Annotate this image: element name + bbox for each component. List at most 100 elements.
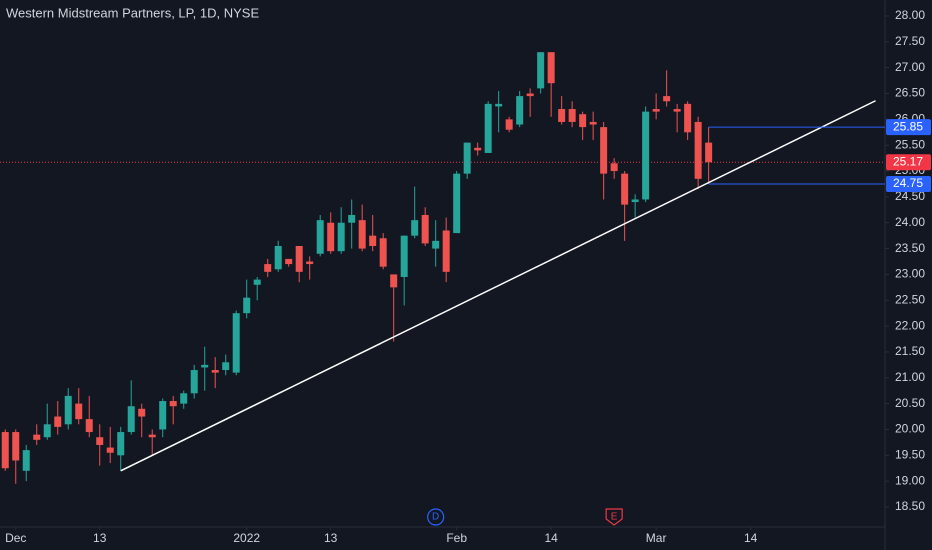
candle-body xyxy=(463,142,471,174)
candle-body xyxy=(159,401,167,430)
candle-body xyxy=(400,235,408,278)
candle-body xyxy=(411,220,419,236)
trendline xyxy=(120,100,876,472)
candle-body xyxy=(337,222,345,252)
candle-body xyxy=(316,220,324,254)
x-tick-label: Mar xyxy=(646,531,667,545)
candle-body xyxy=(358,220,366,249)
candle-body xyxy=(547,52,555,84)
candle-body xyxy=(306,261,314,265)
candle-body xyxy=(526,93,534,97)
candle-body xyxy=(631,199,639,203)
candle-body xyxy=(75,403,83,420)
y-tick-label: 21.50 xyxy=(895,344,925,358)
candle-body xyxy=(243,297,251,314)
candle-body xyxy=(169,401,177,407)
y-tick-label: 26.50 xyxy=(895,86,925,100)
event-label: E xyxy=(611,512,618,523)
y-tick-label: 28.00 xyxy=(895,8,925,22)
candle-body xyxy=(453,173,461,234)
candle-body xyxy=(579,114,587,128)
y-tick-label: 22.50 xyxy=(895,292,925,306)
candle-body xyxy=(684,103,692,133)
candle-body xyxy=(421,214,429,244)
candle-body xyxy=(390,274,398,288)
candle-body xyxy=(22,450,30,471)
y-tick-label: 18.50 xyxy=(895,499,925,513)
candle-body xyxy=(54,416,62,427)
x-tick-label: 2022 xyxy=(233,531,260,545)
candle-body xyxy=(432,240,440,249)
y-tick-label: 23.50 xyxy=(895,241,925,255)
candle-body xyxy=(568,109,576,122)
candle-body xyxy=(369,235,377,246)
candle-body xyxy=(33,434,41,440)
candle-body xyxy=(589,121,597,125)
price-label: 24.75 xyxy=(893,176,923,190)
event-marker xyxy=(605,508,623,526)
candle-body xyxy=(484,103,492,153)
x-tick-label: 14 xyxy=(744,531,758,545)
x-tick-label: 13 xyxy=(93,531,107,545)
candle-body xyxy=(138,408,146,417)
candle-body xyxy=(127,406,135,433)
y-tick-label: 27.50 xyxy=(895,34,925,48)
y-tick-label: 22.00 xyxy=(895,318,925,332)
candle-body xyxy=(211,370,219,373)
candle-body xyxy=(652,109,660,112)
event-marker xyxy=(427,508,445,526)
y-tick-label: 20.00 xyxy=(895,422,925,436)
price-label-box xyxy=(886,119,931,136)
candle-body xyxy=(610,163,618,172)
candle-body xyxy=(148,434,156,438)
candle-body xyxy=(43,424,51,438)
candle-body xyxy=(64,395,72,425)
candle-body xyxy=(117,432,125,456)
chart-title: Western Midstream Partners, LP, 1D, NYSE xyxy=(6,5,259,20)
candle-body xyxy=(180,393,188,404)
candle-body xyxy=(96,437,104,445)
candle-body xyxy=(232,313,240,373)
candle-body xyxy=(222,362,230,371)
candle-body xyxy=(285,258,293,265)
candle-body xyxy=(442,230,450,272)
candle-body xyxy=(495,103,503,107)
candle-body xyxy=(348,214,356,223)
candle-body xyxy=(673,109,681,112)
candle-body xyxy=(190,370,198,394)
candle-body xyxy=(1,432,9,469)
candle-body xyxy=(379,238,387,267)
candle-body xyxy=(12,432,20,461)
y-tick-label: 24.00 xyxy=(895,215,925,229)
y-tick-label: 24.50 xyxy=(895,189,925,203)
last-price-label: 25.17 xyxy=(893,154,923,168)
candle-body xyxy=(694,121,702,179)
candle-body xyxy=(295,245,303,272)
candle-body xyxy=(327,222,335,252)
candle-body xyxy=(274,245,282,270)
candle-body xyxy=(537,52,545,89)
x-tick-label: 14 xyxy=(544,531,558,545)
candle-body xyxy=(642,111,650,200)
last-price-box xyxy=(886,154,931,171)
x-tick-label: Feb xyxy=(446,531,467,545)
y-tick-label: 19.00 xyxy=(895,473,925,487)
candle-body xyxy=(201,364,209,368)
y-tick-label: 20.50 xyxy=(895,396,925,410)
candle-body xyxy=(663,96,671,102)
candle-body xyxy=(85,419,93,433)
candle-body xyxy=(253,279,261,285)
event-label: D xyxy=(432,512,439,523)
candle-body xyxy=(474,147,482,151)
price-label: 25.85 xyxy=(893,119,923,133)
y-tick-label: 19.50 xyxy=(895,447,925,461)
candle-body xyxy=(705,142,713,163)
y-tick-label: 25.50 xyxy=(895,137,925,151)
candle-body xyxy=(106,447,114,453)
candle-body xyxy=(558,109,566,122)
y-tick-label: 21.00 xyxy=(895,370,925,384)
candle-body xyxy=(621,173,629,205)
candle-body xyxy=(516,96,524,125)
x-tick-label: 13 xyxy=(324,531,338,545)
